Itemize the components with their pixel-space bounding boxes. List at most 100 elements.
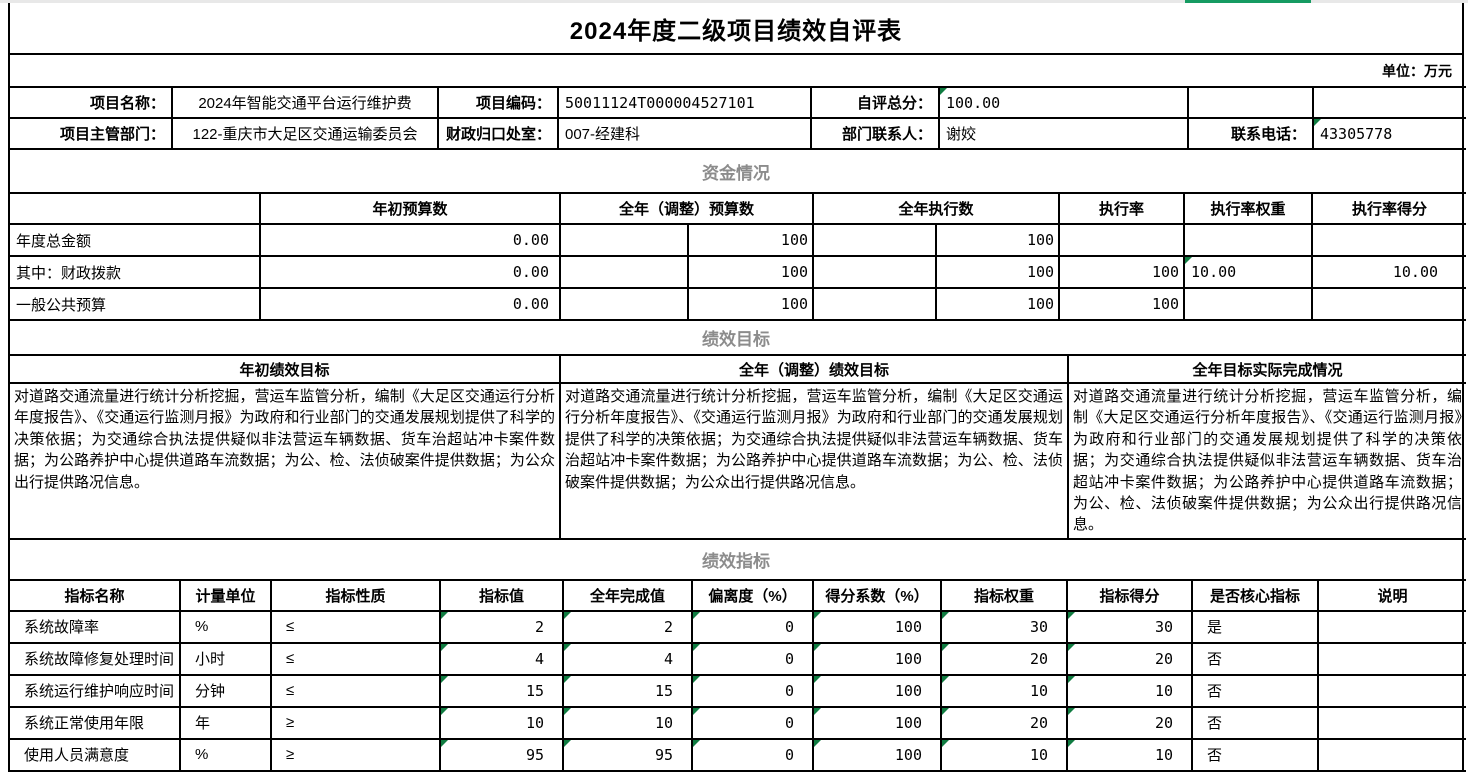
col-indicator-value: 指标值 <box>439 578 564 612</box>
adjusted-budget-cell[interactable]: 100 <box>686 287 815 321</box>
adjusted-budget-cell[interactable]: 100 <box>686 255 815 289</box>
weight-cell[interactable]: 30 <box>940 609 1068 644</box>
col-executed: 全年执行数 <box>812 192 1061 225</box>
core-indicator-cell[interactable]: 否 <box>1191 737 1319 772</box>
nature-cell[interactable]: ≤ <box>270 641 441 676</box>
executed-sub-empty[interactable] <box>812 255 938 289</box>
initial-goal-cell[interactable]: 对道路交通流量进行统计分析挖掘，营运车监管分析，编制《大足区交通运行分析年度报告… <box>10 382 561 540</box>
core-indicator-cell[interactable]: 是 <box>1191 609 1319 644</box>
rate-score-cell[interactable] <box>1311 287 1467 321</box>
note-cell[interactable] <box>1317 705 1466 740</box>
weight-cell[interactable]: 20 <box>940 705 1068 740</box>
exec-rate-cell[interactable]: 100 <box>1058 287 1186 321</box>
adjusted-budget-sub-empty[interactable] <box>559 223 689 257</box>
nature-cell[interactable]: ≤ <box>270 673 441 708</box>
coefficient-cell[interactable]: 100 <box>812 737 942 772</box>
executed-cell[interactable]: 100 <box>935 223 1061 257</box>
deviation-cell[interactable]: 0 <box>691 641 814 676</box>
deviation-cell[interactable]: 0 <box>691 609 814 644</box>
score-cell[interactable]: 20 <box>1066 641 1193 676</box>
unit-cell[interactable]: % <box>179 737 272 772</box>
info-empty-cell-1[interactable] <box>1187 86 1314 119</box>
nature-cell[interactable]: ≥ <box>270 705 441 740</box>
rate-weight-cell[interactable] <box>1183 287 1314 321</box>
target-value-cell[interactable]: 15 <box>439 673 564 708</box>
note-cell[interactable] <box>1317 673 1466 708</box>
adjusted-budget-cell[interactable]: 100 <box>686 223 815 257</box>
contact-cell[interactable]: 谢姣 <box>938 117 1189 150</box>
executed-cell[interactable]: 100 <box>935 287 1061 321</box>
unit-cell[interactable]: % <box>179 609 272 644</box>
note-cell[interactable] <box>1317 641 1466 676</box>
deviation-cell[interactable]: 0 <box>691 673 814 708</box>
coefficient-cell[interactable]: 100 <box>812 641 942 676</box>
completion-value-cell[interactable]: 10 <box>562 705 693 740</box>
coefficient-cell[interactable]: 100 <box>812 609 942 644</box>
adjusted-budget-sub-empty[interactable] <box>559 287 689 321</box>
target-value-cell[interactable]: 2 <box>439 609 564 644</box>
col-rate-weight: 执行率权重 <box>1183 192 1314 225</box>
completion-value-cell[interactable]: 95 <box>562 737 693 772</box>
exec-rate-cell[interactable]: 100 <box>1058 255 1186 289</box>
executed-sub-empty[interactable] <box>812 287 938 321</box>
funding-row-total: 年度总金额 0.00 100 100 <box>10 223 1467 257</box>
note-cell[interactable] <box>1317 737 1466 772</box>
core-indicator-cell[interactable]: 否 <box>1191 641 1319 676</box>
deviation-cell[interactable]: 0 <box>691 705 814 740</box>
deviation-cell[interactable]: 0 <box>691 737 814 772</box>
completion-value-cell[interactable]: 15 <box>562 673 693 708</box>
weight-cell[interactable]: 10 <box>940 673 1068 708</box>
weight-cell[interactable]: 20 <box>940 641 1068 676</box>
note-cell[interactable] <box>1317 609 1466 644</box>
score-cell[interactable]: 20 <box>1066 705 1193 740</box>
adjusted-budget-sub-empty[interactable] <box>559 255 689 289</box>
funding-corner-cell <box>10 192 261 225</box>
score-cell[interactable]: 10 <box>1066 737 1193 772</box>
core-indicator-cell[interactable]: 否 <box>1191 705 1319 740</box>
coefficient-cell[interactable]: 100 <box>812 705 942 740</box>
rate-weight-cell[interactable]: 10.00 <box>1183 255 1314 289</box>
unit-cell[interactable]: 分钟 <box>179 673 272 708</box>
funding-header-row: 年初预算数 全年（调整）预算数 全年执行数 执行率 执行率权重 执行率得分 <box>10 192 1467 225</box>
col-rate-score: 执行率得分 <box>1311 192 1467 225</box>
unit-cell[interactable]: 小时 <box>179 641 272 676</box>
adjusted-goal-cell[interactable]: 对道路交通流量进行统计分析挖掘，营运车监管分析，编制《大足区交通运行分析年度报告… <box>559 382 1069 540</box>
indicator-name-cell: 系统故障修复处理时间 <box>10 641 181 676</box>
score-cell[interactable]: 10 <box>1066 673 1193 708</box>
info-empty-cell-2[interactable] <box>1312 86 1466 119</box>
weight-cell[interactable]: 10 <box>940 737 1068 772</box>
phone-cell[interactable]: 43305778 <box>1312 117 1466 150</box>
indicator-name-cell: 系统运行维护响应时间 <box>10 673 181 708</box>
coefficient-cell[interactable]: 100 <box>812 673 942 708</box>
project-name-cell[interactable]: 2024年智能交通平台运行维护费 <box>171 86 439 119</box>
completion-value-cell[interactable]: 2 <box>562 609 693 644</box>
self-score-cell[interactable]: 100.00 <box>938 86 1189 119</box>
initial-budget-cell[interactable]: 0.00 <box>259 255 561 289</box>
exec-rate-cell[interactable] <box>1058 223 1186 257</box>
core-indicator-cell[interactable]: 否 <box>1191 673 1319 708</box>
dept-cell[interactable]: 122-重庆市大足区交通运输委员会 <box>171 117 439 150</box>
rate-score-cell[interactable]: 10.00 <box>1311 255 1467 289</box>
col-note: 说明 <box>1317 578 1466 612</box>
nature-cell[interactable]: ≥ <box>270 737 441 772</box>
initial-budget-cell[interactable]: 0.00 <box>259 223 561 257</box>
actual-completion-cell[interactable]: 对道路交通流量进行统计分析挖掘，营运车监管分析，编制《大足区交通运行分析年度报告… <box>1067 382 1466 540</box>
unit-cell[interactable]: 年 <box>179 705 272 740</box>
target-value-cell[interactable]: 95 <box>439 737 564 772</box>
info-row-1: 项目名称： 2024年智能交通平台运行维护费 项目编码： 50011124T00… <box>10 86 1466 119</box>
score-cell[interactable]: 30 <box>1066 609 1193 644</box>
executed-cell[interactable]: 100 <box>935 255 1061 289</box>
project-code-cell[interactable]: 50011124T000004527101 <box>557 86 812 119</box>
unit-note: 单位：万元 <box>1382 62 1452 79</box>
completion-value-cell[interactable]: 4 <box>562 641 693 676</box>
target-value-cell[interactable]: 4 <box>439 641 564 676</box>
nature-cell[interactable]: ≤ <box>270 609 441 644</box>
target-value-cell[interactable]: 10 <box>439 705 564 740</box>
initial-budget-cell[interactable]: 0.00 <box>259 287 561 321</box>
rate-weight-cell[interactable] <box>1183 223 1314 257</box>
rate-score-cell[interactable] <box>1311 223 1467 257</box>
executed-sub-empty[interactable] <box>812 223 938 257</box>
goals-section-heading: 绩效目标 <box>702 330 770 349</box>
indicator-row: 系统正常使用年限 年 ≥ 10 10 0 100 20 20 否 <box>10 705 1466 740</box>
finance-office-cell[interactable]: 007-经建科 <box>557 117 812 150</box>
